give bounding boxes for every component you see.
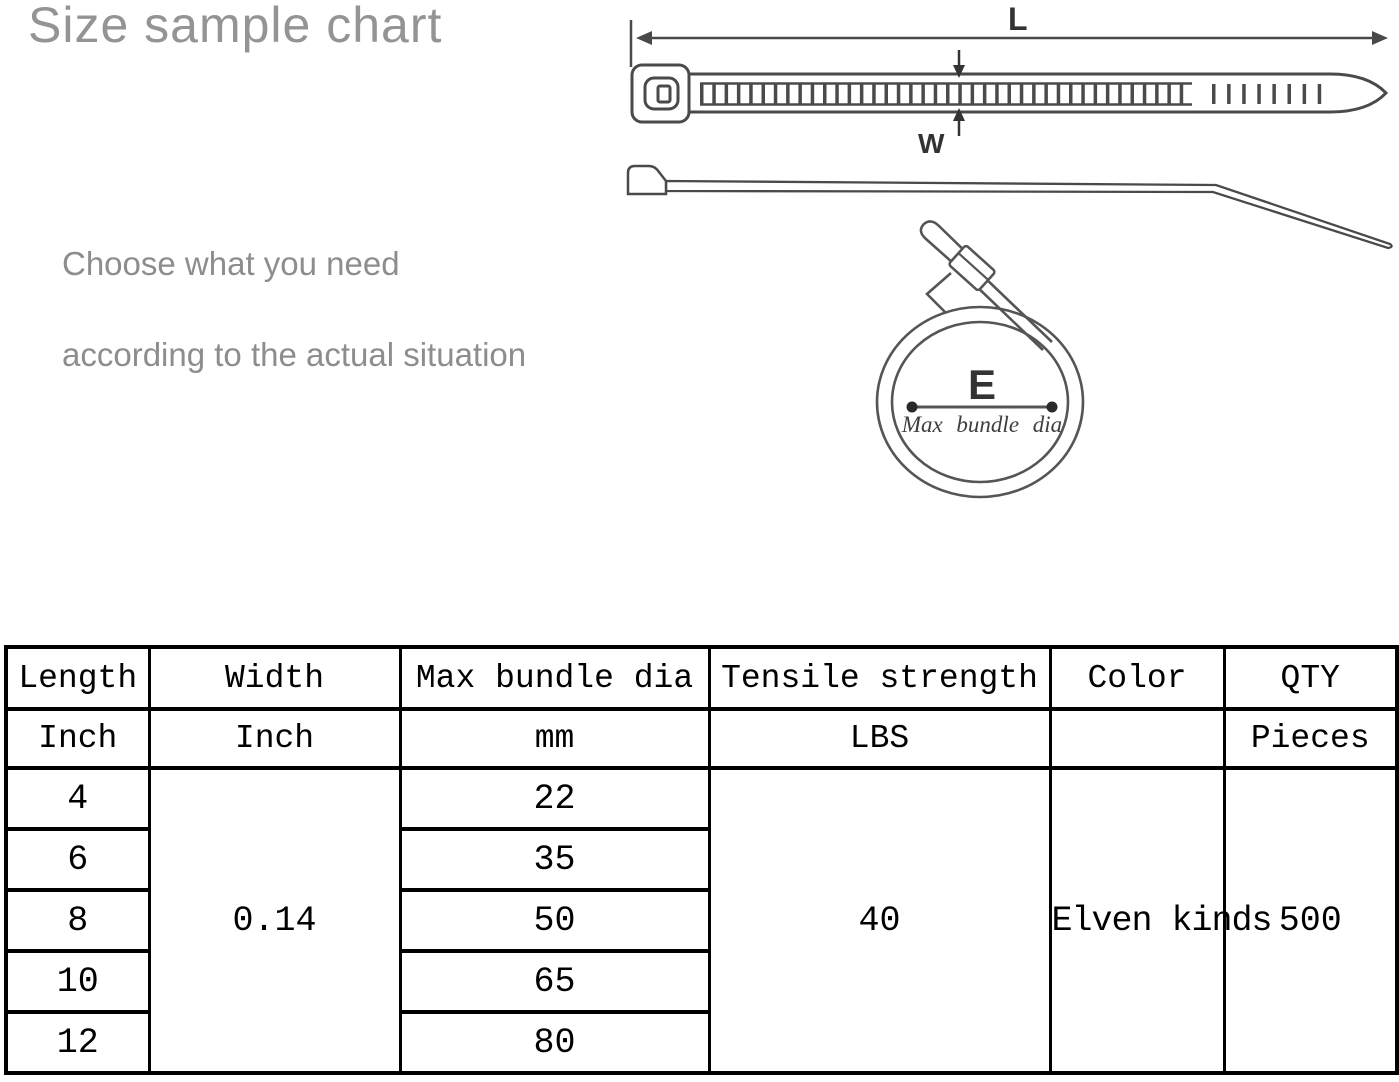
loop-diameter-label: E xyxy=(968,361,996,408)
unit-length: Inch xyxy=(4,707,151,770)
cable-tie-loop-view xyxy=(875,220,1085,499)
size-table: Length Width Max bundle dia Tensile stre… xyxy=(4,645,1399,1075)
length-value-cell: 8 xyxy=(4,888,151,953)
header-qty: QTY xyxy=(1222,645,1399,711)
cable-tie-diagram: L W xyxy=(626,1,1393,499)
dia-value-cell: 35 xyxy=(398,827,711,892)
length-value-cell: 12 xyxy=(4,1010,151,1075)
table-header-row: Length Width Max bundle dia Tensile stre… xyxy=(4,645,1399,711)
width-value-cell: 0.14 xyxy=(147,766,402,1075)
length-dimension-label: L xyxy=(1008,1,1028,37)
dia-value-cell: 65 xyxy=(398,949,711,1014)
cable-tie-top-view xyxy=(630,63,1389,124)
length-dimension-arrow xyxy=(629,20,1388,67)
cable-tie-side-view xyxy=(626,164,1393,250)
header-max-bundle-dia: Max bundle dia xyxy=(398,645,711,711)
header-width: Width xyxy=(147,645,402,711)
table-row: 8 50 xyxy=(4,888,1397,953)
subtitle-line-2: according to the actual situation xyxy=(62,336,527,373)
table-row: 6 35 xyxy=(4,827,1397,892)
dia-value-cell: 50 xyxy=(398,888,711,953)
page-title: Size sample chart xyxy=(28,0,443,53)
length-value-cell: 4 xyxy=(4,766,151,831)
subtitle-line-1: Choose what you need xyxy=(62,245,400,282)
color-value-cell: Elven kinds xyxy=(1048,766,1273,1075)
header-length: Length xyxy=(4,645,151,711)
unit-width: Inch xyxy=(147,707,402,770)
loop-caption: Max bundle dia xyxy=(901,412,1062,437)
tensile-strength-value-cell: 40 xyxy=(707,766,1052,1075)
unit-qty: Pieces xyxy=(1222,707,1399,770)
header-tensile-strength: Tensile strength xyxy=(707,645,1052,711)
length-value-cell: 6 xyxy=(4,827,151,892)
loop-diameter-dimension-line xyxy=(906,401,1058,413)
length-value-cell: 10 xyxy=(4,949,151,1014)
unit-color xyxy=(1048,707,1226,770)
table-row: 10 65 xyxy=(4,949,1397,1014)
dia-value-cell: 22 xyxy=(398,766,711,831)
dia-value-cell: 80 xyxy=(398,1010,711,1075)
table-unit-row: Inch Inch mm LBS Pieces xyxy=(4,707,1399,770)
qty-value-cell: 500 xyxy=(1222,766,1399,1075)
table-row: 4 0.14 22 40 Elven kinds 500 xyxy=(4,766,1399,1075)
unit-tensile-strength: LBS xyxy=(707,707,1052,770)
unit-max-bundle-dia: mm xyxy=(398,707,711,770)
header-color: Color xyxy=(1048,645,1226,711)
table-row: 12 80 xyxy=(4,1010,1397,1075)
width-dimension-label: W xyxy=(918,128,945,159)
width-dimension-arrow xyxy=(953,50,965,136)
